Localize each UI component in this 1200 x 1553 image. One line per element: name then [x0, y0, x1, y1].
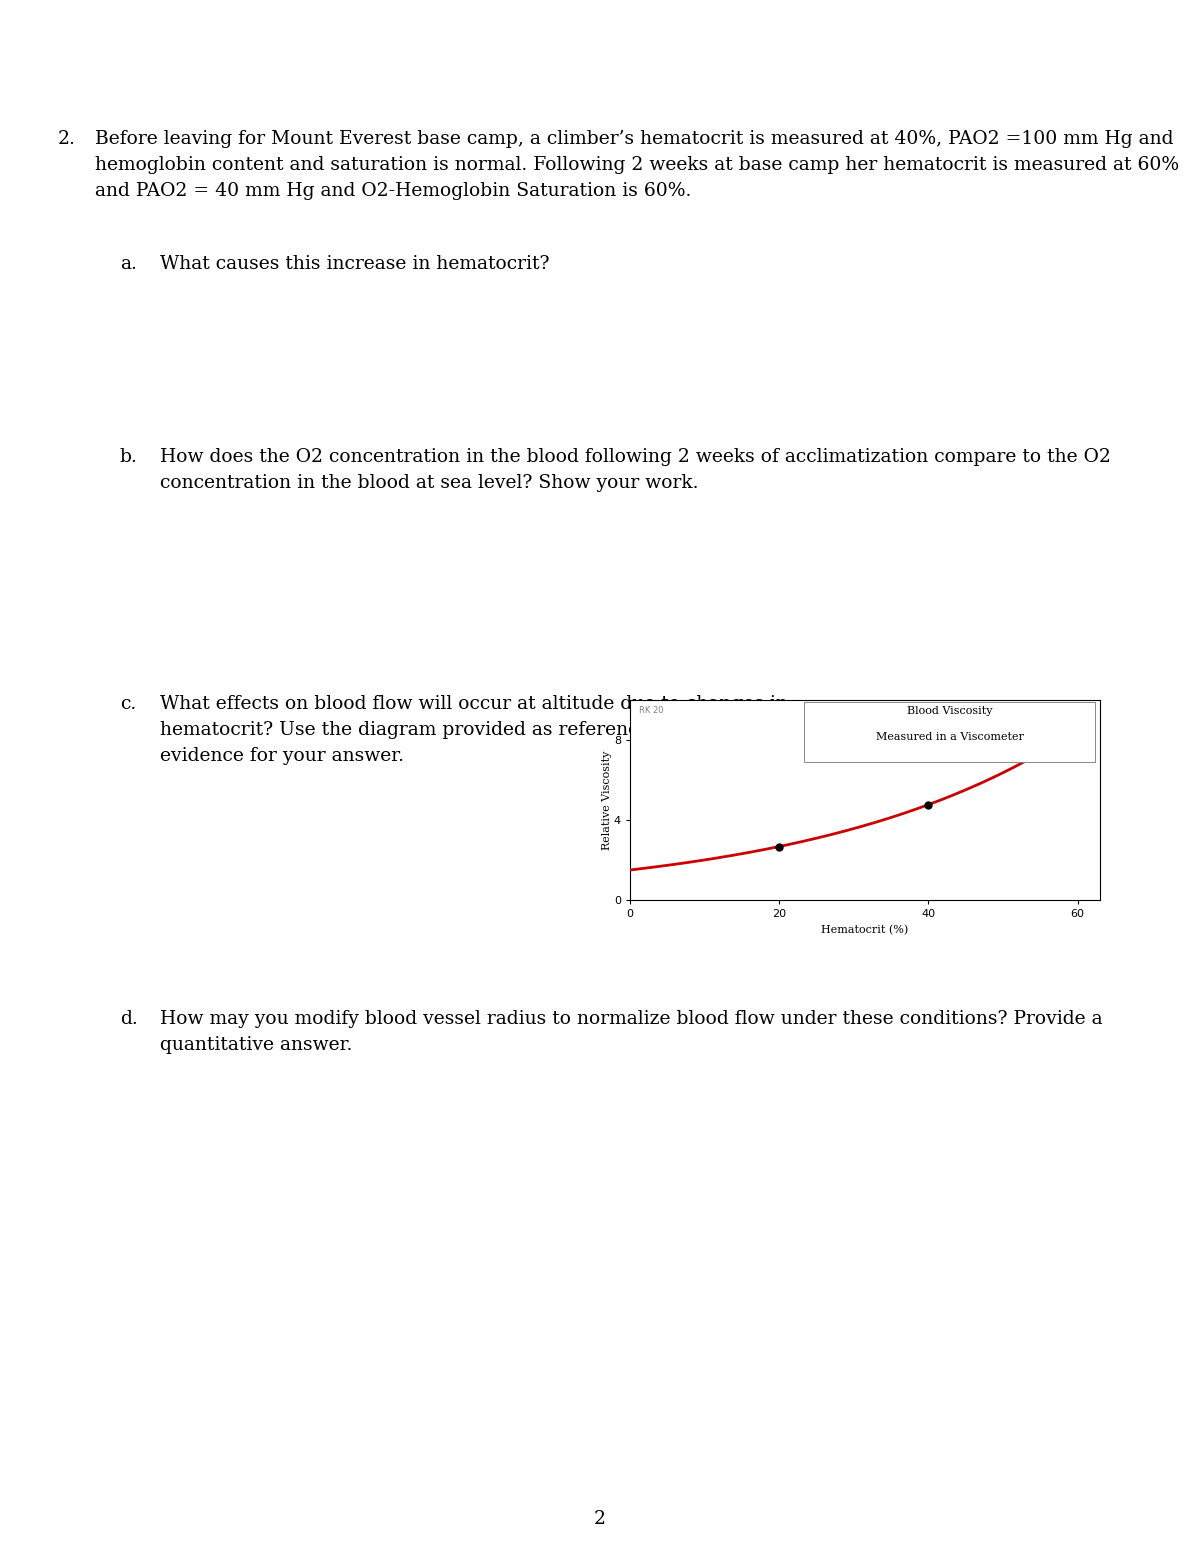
- Text: How may you modify blood vessel radius to normalize blood flow under these condi: How may you modify blood vessel radius t…: [160, 1009, 1103, 1028]
- Text: Before leaving for Mount Everest base camp, a climber’s hematocrit is measured a: Before leaving for Mount Everest base ca…: [95, 130, 1174, 148]
- Text: d.: d.: [120, 1009, 138, 1028]
- Text: Blood Viscosity: Blood Viscosity: [907, 707, 992, 716]
- Text: hemoglobin content and saturation is normal. Following 2 weeks at base camp her : hemoglobin content and saturation is nor…: [95, 155, 1180, 174]
- Text: How does the O2 concentration in the blood following 2 weeks of acclimatization : How does the O2 concentration in the blo…: [160, 447, 1111, 466]
- Text: Measured in a Viscometer: Measured in a Viscometer: [876, 731, 1024, 742]
- Text: What effects on blood flow will occur at altitude due to changes in: What effects on blood flow will occur at…: [160, 696, 788, 713]
- Text: b.: b.: [120, 447, 138, 466]
- Text: quantitative answer.: quantitative answer.: [160, 1036, 353, 1054]
- Text: 2.: 2.: [58, 130, 76, 148]
- Text: evidence for your answer.: evidence for your answer.: [160, 747, 404, 766]
- Text: RK 20: RK 20: [640, 707, 664, 714]
- Text: a.: a.: [120, 255, 137, 273]
- Text: concentration in the blood at sea level? Show your work.: concentration in the blood at sea level?…: [160, 474, 698, 492]
- Y-axis label: Relative Viscosity: Relative Viscosity: [602, 750, 612, 849]
- X-axis label: Hematocrit (%): Hematocrit (%): [821, 924, 908, 935]
- FancyBboxPatch shape: [804, 702, 1096, 763]
- Text: c.: c.: [120, 696, 137, 713]
- Text: hematocrit? Use the diagram provided as reference. Show quantitative: hematocrit? Use the diagram provided as …: [160, 721, 834, 739]
- Text: What causes this increase in hematocrit?: What causes this increase in hematocrit?: [160, 255, 550, 273]
- Text: and PAO2 = 40 mm Hg and O2-Hemoglobin Saturation is 60%.: and PAO2 = 40 mm Hg and O2-Hemoglobin Sa…: [95, 182, 691, 200]
- Text: 2: 2: [594, 1510, 606, 1528]
